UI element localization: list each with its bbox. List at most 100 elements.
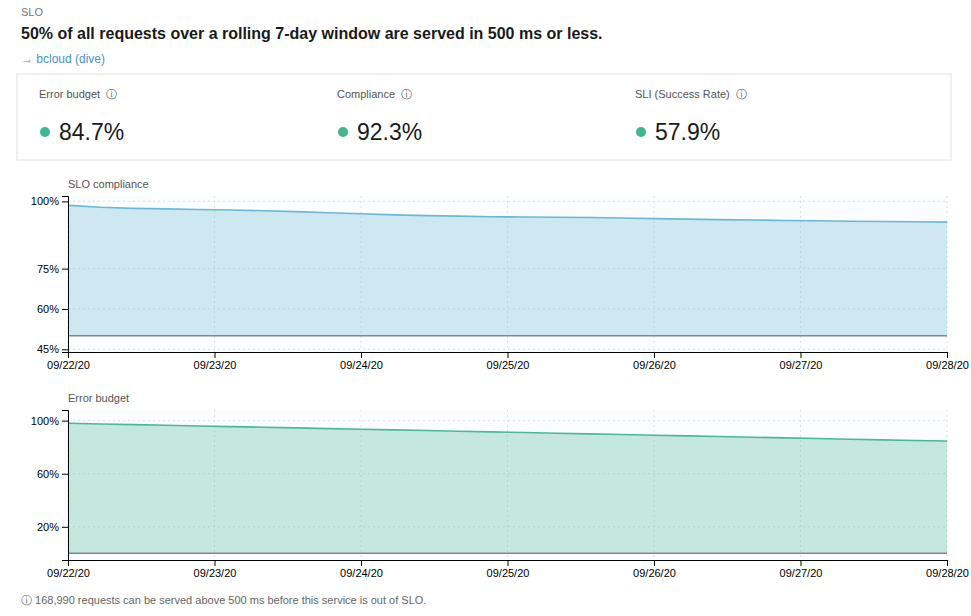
tick-label: 09/25/20	[487, 567, 530, 579]
tick-label: 09/25/20	[487, 359, 530, 371]
tick-mark	[801, 352, 802, 358]
metric-dot	[338, 127, 348, 137]
subtitle: → bcloud (dive)	[21, 52, 105, 66]
metric-label: SLI (Success Rate) ⓘ	[635, 88, 747, 100]
chart: Error budget20%60%100%09/22/2009/23/2009…	[31, 392, 969, 579]
baseline	[68, 553, 947, 555]
tick-mark	[654, 560, 655, 566]
tick-mark	[947, 560, 948, 566]
grid	[68, 410, 947, 560]
tick: 09/23/20	[194, 352, 237, 371]
tick-mark	[62, 421, 68, 422]
tick: 09/26/20	[633, 560, 676, 579]
tick-mark	[62, 474, 68, 475]
title-label: SLO	[21, 6, 43, 18]
footnote: ⓘ 168,990 requests can be served above 5…	[21, 594, 426, 606]
tick: 09/27/20	[780, 352, 823, 371]
tick: 75%	[37, 263, 68, 275]
axis-line	[62, 411, 69, 561]
tick-mark	[68, 352, 69, 358]
axis-line	[69, 353, 948, 359]
plot-background	[68, 196, 947, 352]
tick: 09/25/20	[487, 352, 530, 371]
axis-line	[62, 197, 69, 353]
title: 50% of all requests over a rolling 7-day…	[21, 25, 603, 42]
tick: 09/26/20	[633, 352, 676, 371]
tick-label: 09/24/20	[340, 359, 383, 371]
tick: 09/25/20	[487, 560, 530, 579]
tick-label: 09/27/20	[780, 359, 823, 371]
metric-dot	[40, 127, 50, 137]
tick: 45%	[37, 343, 68, 355]
tick-label: 100%	[31, 195, 59, 207]
tick-label: 09/26/20	[633, 359, 676, 371]
tick-label: 45%	[37, 343, 59, 355]
tick: 100%	[31, 195, 68, 207]
tick-mark	[654, 352, 655, 358]
axis-line	[69, 561, 948, 567]
line	[68, 205, 947, 222]
tick-label: 09/27/20	[780, 567, 823, 579]
metric-label: Compliance ⓘ	[337, 88, 412, 100]
tick-label: 09/23/20	[194, 567, 237, 579]
tick-label: 60%	[37, 303, 59, 315]
metric: SLI (Success Rate) ⓘ 57.9%	[635, 88, 747, 145]
tick-label: 75%	[37, 263, 59, 275]
tick-mark	[508, 560, 509, 566]
tick-label: 09/22/20	[47, 359, 90, 371]
baseline	[68, 335, 947, 337]
tick-mark	[62, 527, 68, 528]
chart-title: Error budget	[68, 392, 129, 404]
tick: 09/28/20	[926, 352, 969, 371]
tick-mark	[62, 349, 68, 350]
tick: 60%	[37, 303, 68, 315]
metric: Error budget ⓘ 84.7%	[39, 88, 124, 145]
metric-value: 92.3%	[357, 119, 422, 145]
chart: SLO compliance45%60%75%100%09/22/2009/23…	[31, 178, 969, 371]
metric-label: Error budget ⓘ	[39, 88, 117, 100]
tick-mark	[361, 560, 362, 566]
tick-label: 100%	[31, 415, 59, 427]
tick: 09/28/20	[926, 560, 969, 579]
tick-label: 09/28/20	[926, 359, 969, 371]
metric-value: 84.7%	[59, 119, 124, 145]
tick-mark	[215, 352, 216, 358]
y-axis: 45% 60% 75% 100%	[31, 195, 69, 355]
tick-label: 09/28/20	[926, 567, 969, 579]
grid-line	[68, 349, 947, 350]
tick-mark	[947, 352, 948, 358]
x-axis: 09/22/20 09/23/20 09/24/20 09/25/20 09/26/20…	[47, 352, 969, 371]
metric-value: 57.9%	[655, 119, 720, 145]
tick-mark	[508, 352, 509, 358]
tick-mark	[62, 269, 68, 270]
tick: 20%	[37, 521, 68, 533]
metrics-panel	[17, 74, 951, 160]
tick: 09/23/20	[194, 560, 237, 579]
metric: Compliance ⓘ 92.3%	[337, 88, 422, 145]
chart-page: SLO 50% of all requests over a rolling 7-…	[0, 0, 971, 616]
tick-mark	[62, 201, 68, 202]
y-axis: 20% 60% 100%	[31, 411, 69, 561]
tick-mark	[801, 560, 802, 566]
tick-mark	[361, 352, 362, 358]
tick-label: 09/24/20	[340, 567, 383, 579]
metric-dot	[636, 127, 646, 137]
tick-label: 09/22/20	[47, 567, 90, 579]
x-axis: 09/22/20 09/23/20 09/24/20 09/25/20 09/26/20…	[47, 560, 969, 579]
tick-label: 60%	[37, 468, 59, 480]
tick-mark	[68, 560, 69, 566]
tick-label: 09/23/20	[194, 359, 237, 371]
line	[68, 423, 947, 441]
tick: 09/22/20	[47, 560, 90, 579]
tick: 09/24/20	[340, 352, 383, 371]
tick-label: 20%	[37, 521, 59, 533]
tick: 09/22/20	[47, 352, 90, 371]
plot-area	[68, 205, 947, 335]
plot-area	[68, 423, 947, 553]
tick: 100%	[31, 415, 68, 427]
plot-background	[68, 410, 947, 560]
area	[68, 205, 947, 335]
area	[68, 423, 947, 553]
tick: 09/24/20	[340, 560, 383, 579]
tick: 09/27/20	[780, 560, 823, 579]
